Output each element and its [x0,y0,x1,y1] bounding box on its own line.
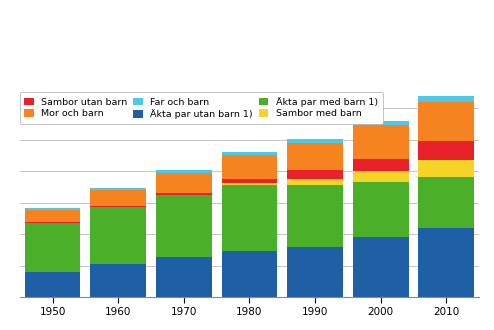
Bar [90,206,146,207]
Bar [287,143,343,170]
Bar [25,208,81,210]
Bar [353,125,409,158]
Bar [353,237,409,297]
Legend: Sambor utan barn, Mor och barn, Far och barn, Äkta par utan barn 1), Äkta par me: Sambor utan barn, Mor och barn, Far och … [20,92,382,124]
Bar [222,179,277,183]
Bar [287,179,343,185]
Bar [156,257,212,297]
Bar [418,160,474,178]
Bar [90,189,146,206]
Bar [156,171,212,173]
Bar [353,121,409,125]
Bar [222,251,277,297]
Bar [353,171,409,182]
Bar [156,173,212,193]
Bar [90,264,146,297]
Bar [25,223,81,272]
Bar [25,272,81,297]
Bar [25,222,81,223]
Bar [287,139,343,143]
Bar [90,207,146,264]
Bar [287,170,343,179]
Bar [156,193,212,195]
Bar [287,247,343,297]
Bar [25,210,81,222]
Bar [353,158,409,171]
Bar [90,188,146,189]
Bar [222,154,277,179]
Bar [418,141,474,160]
Bar [418,178,474,228]
Bar [222,185,277,251]
Bar [222,183,277,185]
Bar [287,185,343,247]
Bar [418,228,474,297]
Bar [418,102,474,141]
Bar [222,152,277,154]
Bar [156,195,212,257]
Bar [418,96,474,102]
Bar [353,182,409,237]
